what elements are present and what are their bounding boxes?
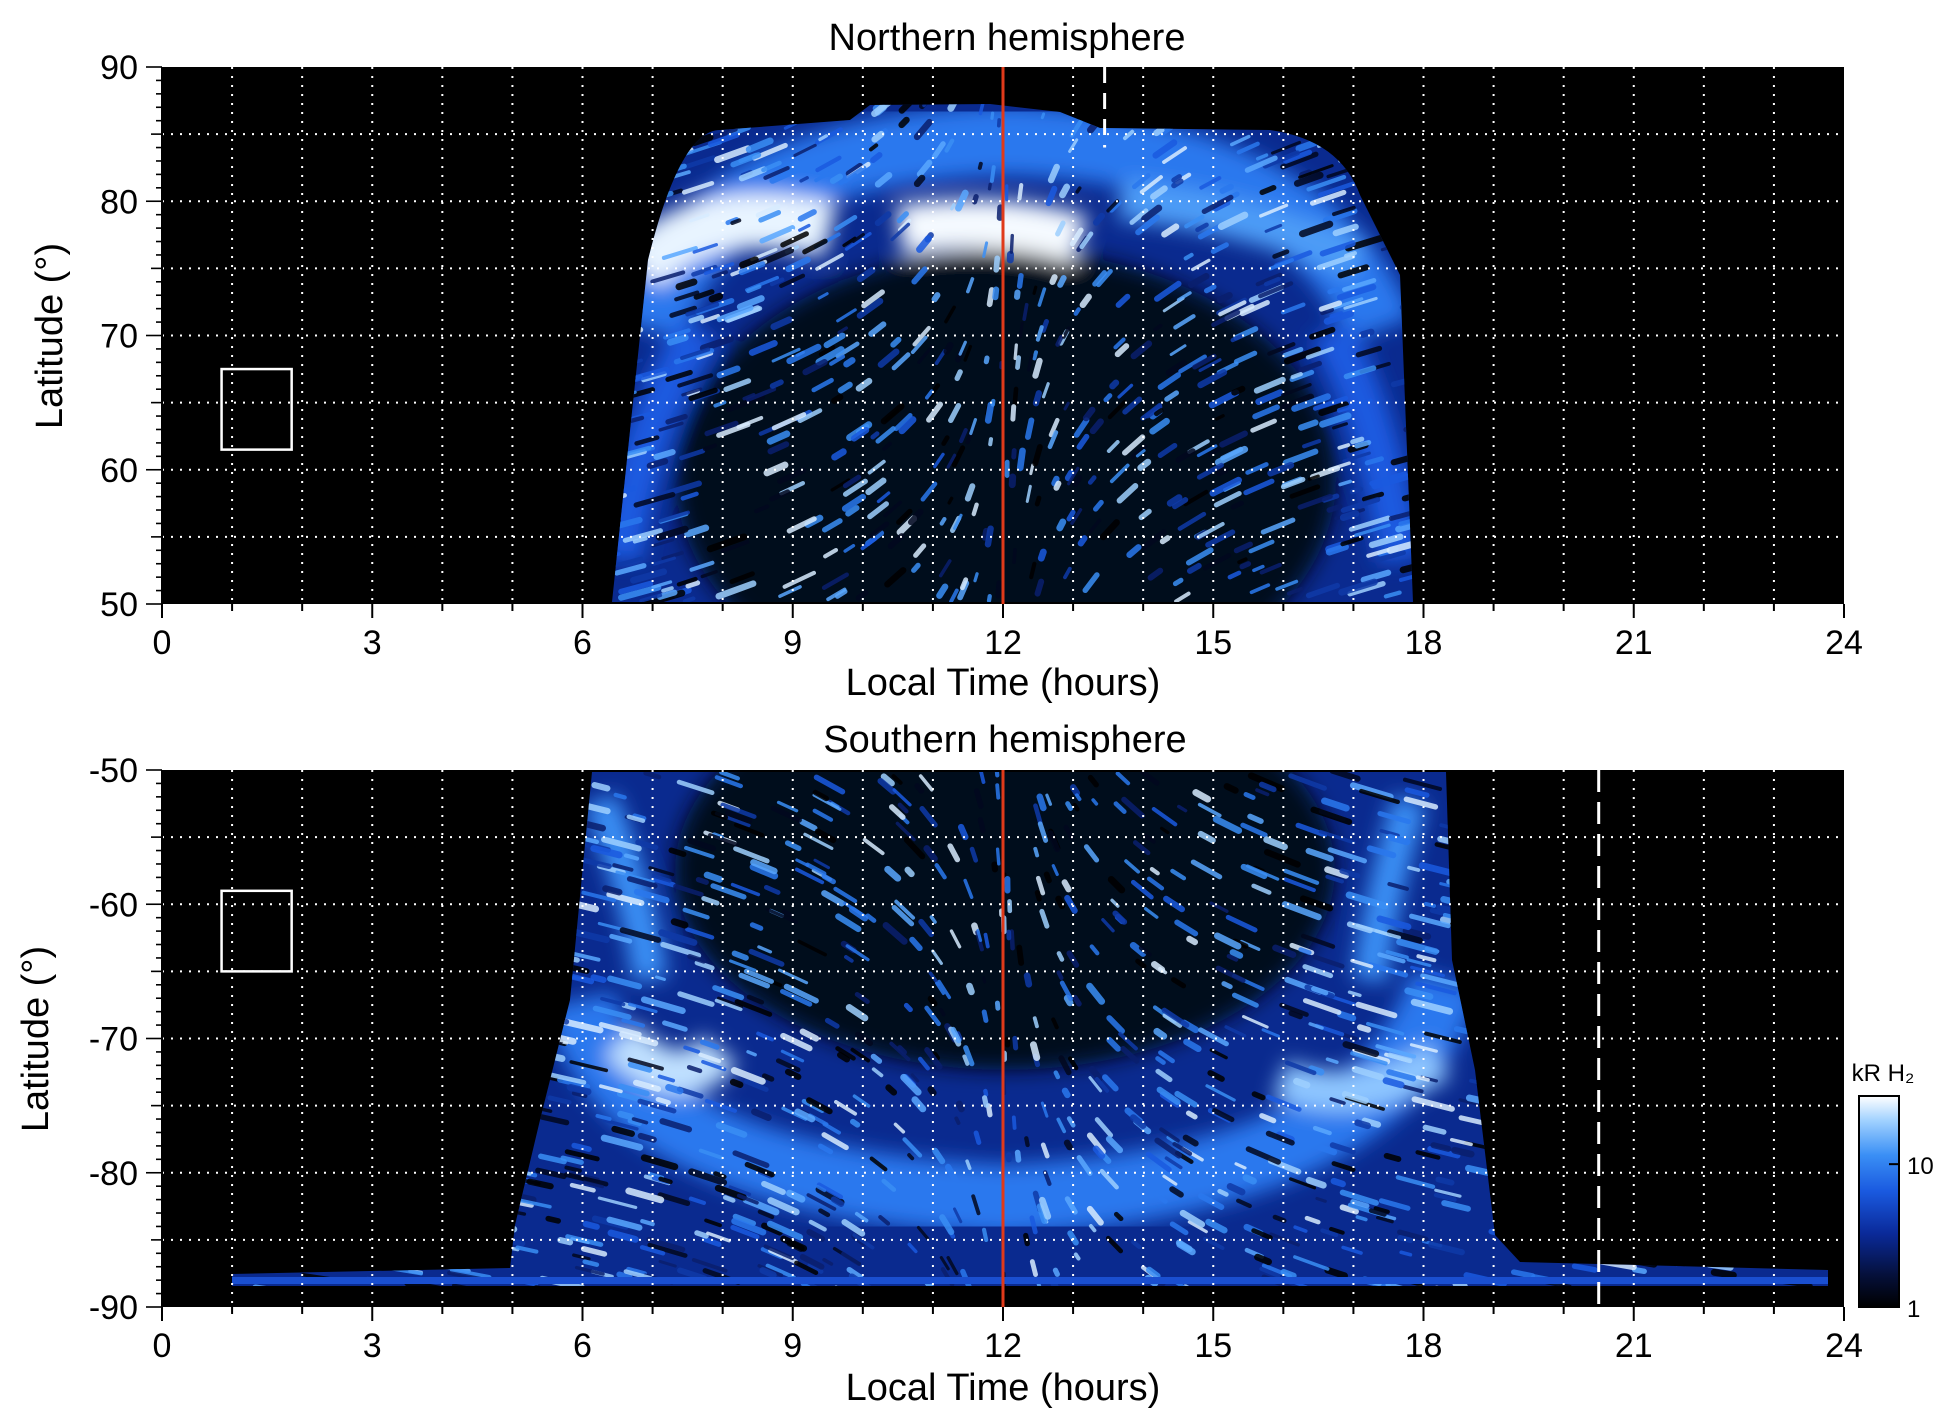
- panel-southern: Southern hemisphere 0 3 6 9 12 15 18 21 24 -50 -6…: [15, 719, 1863, 1409]
- x-tick-label: 6: [573, 1327, 592, 1365]
- y-tick-labels: 50 60 70 80 90: [100, 49, 138, 624]
- y-axis-title: Latitude (°): [29, 243, 71, 429]
- chart-title: Southern hemisphere: [823, 719, 1186, 761]
- x-tick-label: 18: [1405, 624, 1443, 662]
- x-tick-label: 6: [573, 624, 592, 662]
- x-tick-label: 24: [1825, 1327, 1863, 1365]
- x-axis-title: Local Time (hours): [846, 662, 1161, 704]
- y-tick-label: 80: [100, 183, 138, 221]
- x-tick-label: 9: [783, 624, 802, 662]
- colorbar-gradient: [1858, 1095, 1900, 1308]
- x-tick-label: 3: [363, 624, 382, 662]
- x-tick-label: 21: [1615, 624, 1653, 662]
- x-tick-label: 12: [984, 1327, 1022, 1365]
- y-tick-label: -50: [89, 752, 138, 790]
- y-tick-label: -80: [89, 1155, 138, 1193]
- aurora-emission: [612, 104, 1413, 602]
- x-tick-label: 21: [1615, 1327, 1653, 1365]
- colorbar-tick-label: 10: [1907, 1153, 1934, 1180]
- x-axis-title: Local Time (hours): [846, 1367, 1161, 1409]
- grid: [162, 67, 1844, 604]
- x-tick-label: 12: [984, 624, 1022, 662]
- axis-ticks: [146, 66, 1845, 618]
- y-tick-label: -60: [89, 886, 138, 924]
- reference-box: [220, 889, 293, 973]
- x-tick-label: 0: [153, 1327, 172, 1365]
- y-tick-label: 60: [100, 452, 138, 490]
- y-tick-label: -70: [89, 1021, 138, 1059]
- x-tick-label: 9: [783, 1327, 802, 1365]
- axis-ticks: [146, 769, 1845, 1321]
- y-tick-label: 90: [100, 49, 138, 87]
- x-tick-labels: 0 3 6 9 12 15 18 21 24: [153, 1327, 1863, 1365]
- grid: [162, 770, 1844, 1307]
- y-tick-label: 70: [100, 318, 138, 356]
- y-tick-label: -90: [89, 1289, 138, 1327]
- colorbar: kR H₂ 1 10: [1852, 1060, 1934, 1323]
- colorbar-ticks: 1 10: [1889, 1153, 1934, 1323]
- colorbar-tick-label: 1: [1907, 1296, 1920, 1323]
- colorbar-label: kR H₂: [1852, 1060, 1915, 1087]
- x-tick-label: 18: [1405, 1327, 1443, 1365]
- chart-title: Northern hemisphere: [829, 17, 1186, 59]
- panel-northern: Northern hemisphere 0 3 6 9 12 15 18 21 24 50 60 7…: [29, 17, 1863, 704]
- x-tick-label: 24: [1825, 624, 1863, 662]
- x-tick-label: 3: [363, 1327, 382, 1365]
- y-tick-label: 50: [100, 586, 138, 624]
- x-tick-label: 15: [1194, 624, 1232, 662]
- x-tick-label: 15: [1194, 1327, 1232, 1365]
- x-tick-labels: 0 3 6 9 12 15 18 21 24: [153, 624, 1863, 662]
- y-tick-labels: -50 -60 -70 -80 -90: [89, 752, 138, 1327]
- reference-box: [220, 367, 293, 451]
- x-tick-label: 0: [153, 624, 172, 662]
- y-axis-title: Latitude (°): [15, 946, 57, 1132]
